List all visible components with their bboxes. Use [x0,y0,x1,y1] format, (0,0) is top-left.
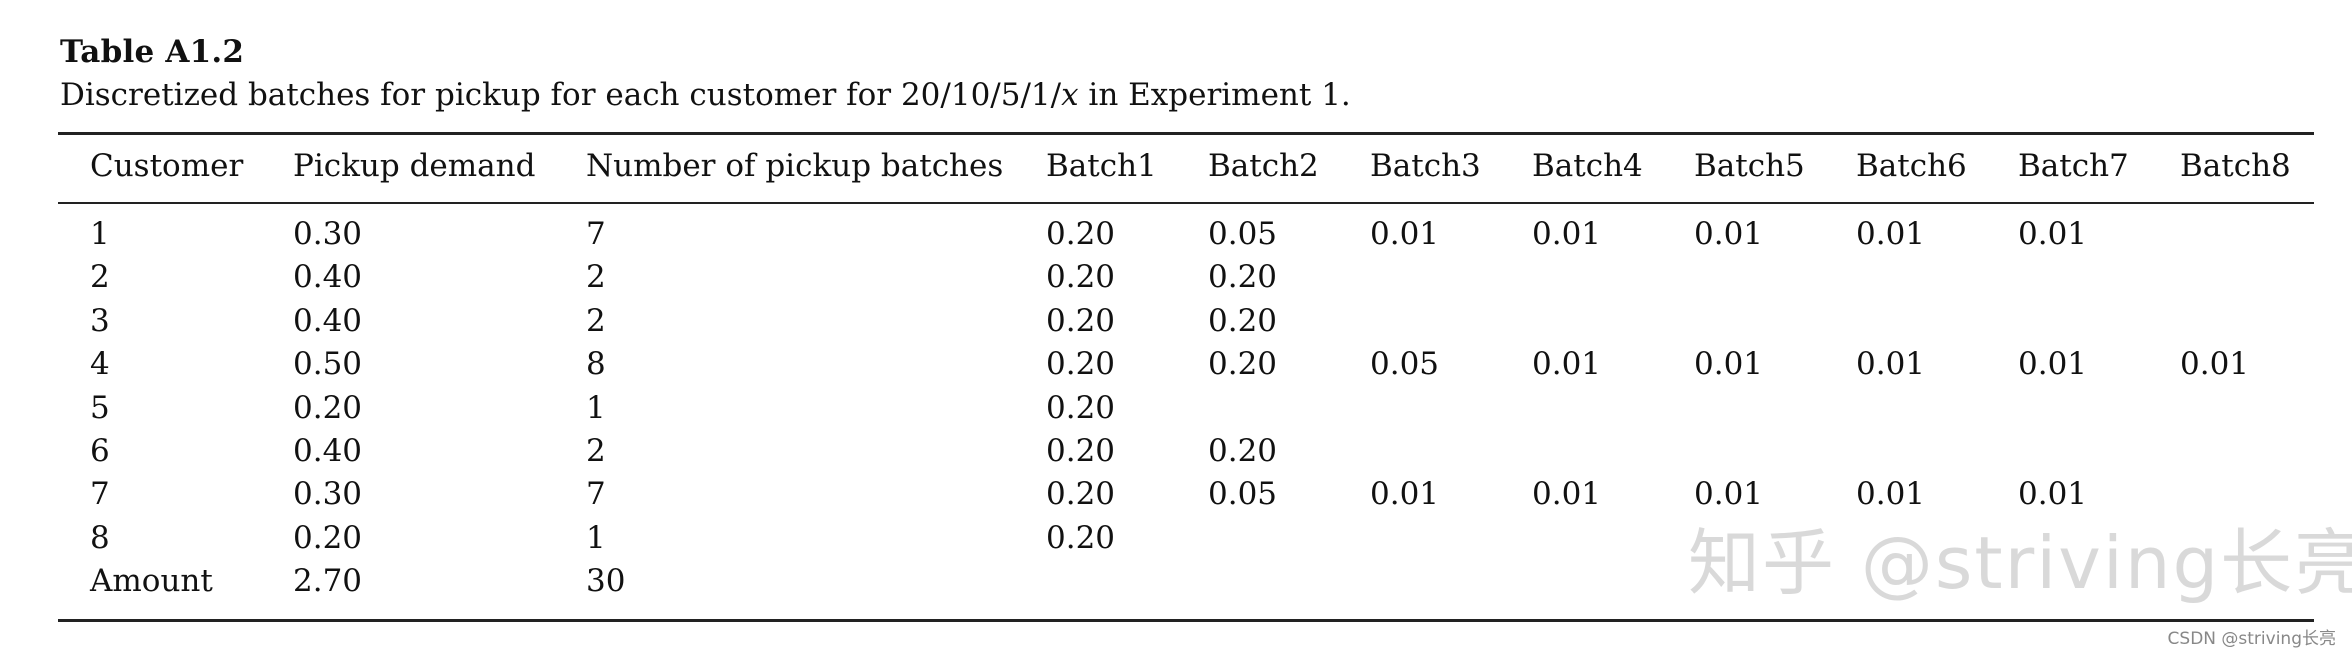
table-cell: 0.01 [1532,346,1602,383]
column-header-batch3: Batch3 [1370,148,1481,184]
column-header-batch1: Batch1 [1046,148,1157,184]
column-header-batch5: Batch5 [1694,148,1805,184]
table-cell: 2 [90,259,110,296]
table-cell: 2.70 [293,563,363,600]
table-cell: 8 [90,519,110,556]
caption-variable: x [1061,77,1079,113]
table-cell: 0.01 [1532,216,1602,252]
table-cell: 1 [586,519,606,556]
table-cell: 7 [90,476,110,513]
table-cell: 0.01 [2018,216,2088,252]
table-cell: 7 [586,476,606,513]
table-cell: 0.20 [293,519,363,556]
table-cell: 2 [586,433,606,469]
table-cell: 0.01 [1694,476,1764,513]
table-cell: 0.01 [1694,346,1764,383]
table-cell: 0.01 [1856,216,1926,252]
table-cell: 0.20 [1046,216,1116,252]
column-header-batch2: Batch2 [1208,148,1319,184]
table-cell: 0.05 [1370,346,1440,383]
column-header-batch7: Batch7 [2018,148,2129,184]
column-header-batch4: Batch4 [1532,148,1643,184]
table-cell: 5 [90,389,110,426]
table-cell: 0.20 [1046,433,1116,469]
watermark: 知乎 @striving长亮 [1688,521,2352,605]
table-cell: 4 [90,346,110,383]
image-credit: CSDN @striving长亮 [2167,629,2336,649]
table-cell: 0.50 [293,346,363,383]
table-cell: 0.40 [293,302,363,339]
table-header-rule [58,202,2314,204]
table-label: Table A1.2 [60,34,245,70]
table-cell: 0.20 [1208,433,1278,469]
table-cell: 0.01 [2018,476,2088,513]
table-top-rule [58,132,2314,135]
table-cell: 1 [586,389,606,426]
table-cell: 0.20 [1046,302,1116,339]
table-cell: 0.20 [1208,259,1278,296]
table-cell: 30 [586,563,626,600]
table-cell: 0.20 [1208,346,1278,383]
table-cell: 0.01 [1856,476,1926,513]
table-cell: 0.20 [1046,346,1116,383]
table-cell: 0.20 [1208,302,1278,339]
column-header-number-of-pickup-batches: Number of pickup batches [586,148,1004,184]
table-cell: 2 [586,259,606,296]
table-caption: Discretized batches for pickup for each … [60,77,1351,113]
column-header-pickup-demand: Pickup demand [293,148,536,184]
table-cell: 0.30 [293,476,363,513]
table-cell: 0.05 [1208,476,1278,513]
table-cell: 0.01 [1532,476,1602,513]
table-cell: 0.01 [2180,346,2250,383]
table-cell: 0.01 [1370,216,1440,252]
table-cell: 0.01 [1370,476,1440,513]
caption-text-after: in Experiment 1. [1078,77,1351,113]
table-cell: 0.01 [1694,216,1764,252]
table-cell: 1 [90,216,110,252]
table-cell: 0.20 [1046,519,1116,556]
column-header-batch6: Batch6 [1856,148,1967,184]
caption-text-before: Discretized batches for pickup for each … [60,77,1062,113]
column-header-customer: Customer [90,148,244,184]
table-cell: 6 [90,433,110,469]
column-header-batch8: Batch8 [2180,148,2291,184]
table-cell: 3 [90,302,110,339]
table-cell: 0.20 [293,389,363,426]
table-cell: 0.01 [2018,346,2088,383]
table-cell: 8 [586,346,606,383]
table-cell: 0.20 [1046,389,1116,426]
table-cell: 0.30 [293,216,363,252]
table-bottom-rule [58,619,2314,622]
table-cell: 0.05 [1208,216,1278,252]
table-cell: 0.20 [1046,259,1116,296]
table-cell: 0.40 [293,259,363,296]
table-cell: 0.20 [1046,476,1116,513]
table-cell: 7 [586,216,606,252]
table-cell: Amount [90,563,213,600]
table-cell: 0.40 [293,433,363,469]
table-cell: 2 [586,302,606,339]
table-cell: 0.01 [1856,346,1926,383]
